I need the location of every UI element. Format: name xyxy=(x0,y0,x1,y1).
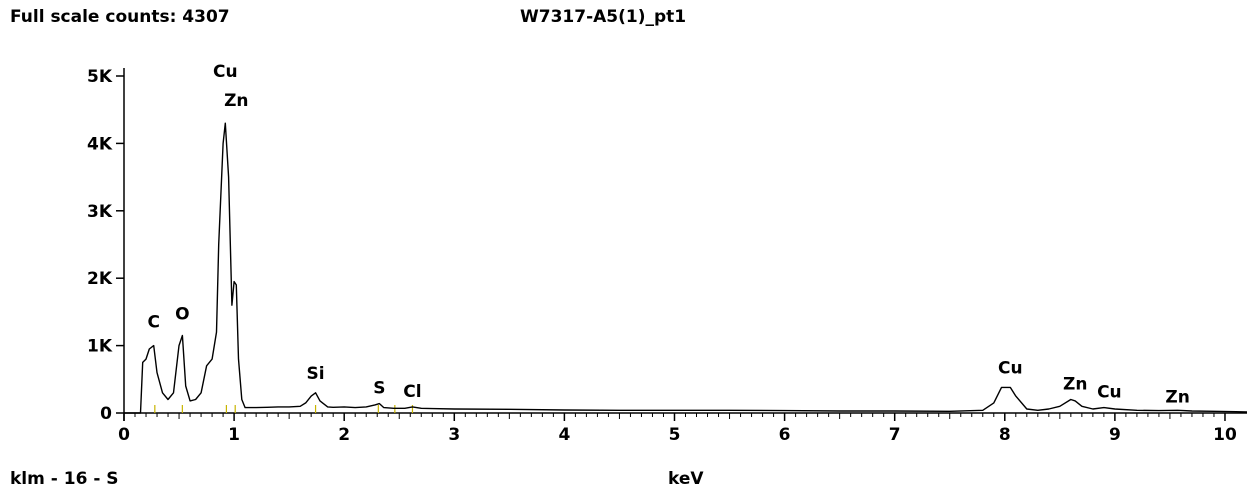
x-tick-label: 8 xyxy=(999,425,1011,445)
peak-labels: C O Cu Zn Si S Cl Cu Zn Cu Zn xyxy=(147,62,1189,407)
peak-label: Cu xyxy=(213,62,238,82)
x-tick-label: 1 xyxy=(228,425,240,445)
x-tick-label: 9 xyxy=(1109,425,1121,445)
sample-label: klm - 16 - S xyxy=(10,469,119,489)
y-tick-label: 3K xyxy=(87,202,113,222)
peak-label: Cu xyxy=(1097,383,1122,403)
peak-label: C xyxy=(147,313,159,333)
x-tick-label: 5 xyxy=(669,425,681,445)
plot-area xyxy=(124,122,1248,414)
x-tick-label: 10 xyxy=(1213,425,1237,445)
peak-label: Si xyxy=(307,364,325,384)
x-tick-label: 6 xyxy=(779,425,791,445)
x-axis-label: keV xyxy=(668,469,704,489)
chart-title: W7317-A5(1)_pt1 xyxy=(520,7,686,27)
spectrum-line xyxy=(124,122,1248,414)
peak-label: S xyxy=(373,379,385,399)
y-tick-label: 2K xyxy=(87,269,113,289)
peak-label: Cl xyxy=(403,382,421,402)
y-tick-label: 1K xyxy=(87,337,113,357)
peak-label: Zn xyxy=(224,91,248,111)
full-scale-counts: Full scale counts: 4307 xyxy=(10,7,230,27)
peak-label: Zn xyxy=(1063,375,1087,395)
x-tick-label: 4 xyxy=(558,425,570,445)
x-tick-label: 7 xyxy=(889,425,901,445)
y-tick-label: 0 xyxy=(100,404,112,424)
peak-label: O xyxy=(175,304,189,324)
y-tick-label: 5K xyxy=(87,67,113,87)
axes: 0 1 2 3 4 5 6 7 8 9 10 0 1K 2K 3K 4K 5K xyxy=(87,67,1247,445)
x-tick-label: 3 xyxy=(448,425,460,445)
x-tick-label: 0 xyxy=(118,425,130,445)
y-tick-label: 4K xyxy=(87,134,113,154)
x-tick-label: 2 xyxy=(338,425,350,445)
peak-label: Zn xyxy=(1165,387,1189,407)
peak-label: Cu xyxy=(998,358,1023,378)
